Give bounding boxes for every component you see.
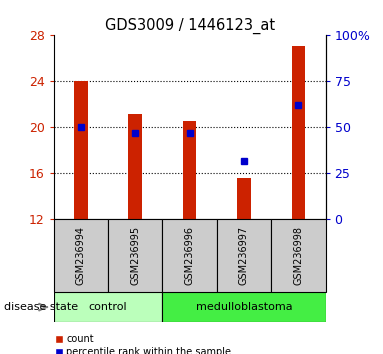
Text: control: control	[89, 302, 127, 312]
Bar	[237, 178, 251, 219]
Bar	[291, 46, 305, 219]
Legend: count, percentile rank within the sample: count, percentile rank within the sample	[51, 331, 235, 354]
Bar	[128, 114, 142, 219]
Title: GDS3009 / 1446123_at: GDS3009 / 1446123_at	[105, 18, 275, 34]
Bar	[54, 219, 108, 292]
Text: GSM236995: GSM236995	[130, 226, 140, 285]
Bar	[74, 81, 88, 219]
Text: GSM236997: GSM236997	[239, 226, 249, 285]
Bar	[108, 219, 162, 292]
Text: GSM236998: GSM236998	[293, 226, 303, 285]
Bar	[217, 219, 271, 292]
Text: disease state: disease state	[4, 302, 78, 312]
Bar	[183, 120, 196, 219]
Text: GSM236996: GSM236996	[185, 226, 195, 285]
Text: GSM236994: GSM236994	[76, 226, 86, 285]
Text: medulloblastoma: medulloblastoma	[196, 302, 292, 312]
Bar	[271, 219, 326, 292]
Bar	[54, 292, 162, 322]
Bar	[162, 219, 217, 292]
Bar	[162, 292, 326, 322]
